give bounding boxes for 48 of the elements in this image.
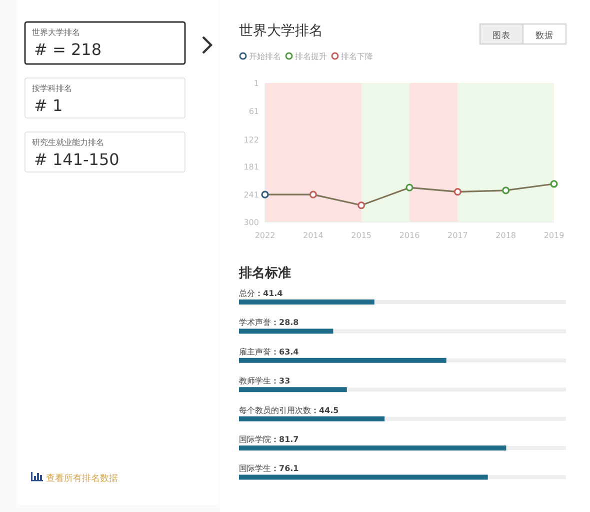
y-tick-label: 1	[254, 79, 259, 88]
legend-label: 开始排名	[249, 52, 281, 61]
text: 研究生就业能力排名	[32, 138, 104, 147]
point	[502, 186, 510, 194]
text: 查看所有排名数据	[46, 473, 118, 484]
chart-title: 世界大学排名	[239, 23, 323, 39]
x-tick-label: 2015	[351, 231, 372, 240]
data-label: ：63.4	[271, 347, 300, 356]
point	[406, 184, 414, 192]
point	[261, 190, 269, 198]
y-tick-label: 181	[244, 162, 259, 172]
category-label: 国际学生	[239, 464, 271, 474]
legend-label: 排名下降	[341, 52, 373, 61]
data-label: ：44.5	[311, 406, 340, 415]
point	[454, 188, 462, 196]
x-tick-label: 2014	[302, 231, 324, 240]
category-label: 每个教员的引用次数	[239, 406, 311, 415]
category-label: 雇主声誉	[239, 347, 271, 356]
x-tick-label: 2016	[399, 231, 420, 240]
data-label: ：76.1	[271, 464, 300, 474]
chart-title: 排名标准	[238, 265, 291, 281]
text: # 141-150	[34, 150, 120, 169]
legend-label: 排名提升	[295, 52, 327, 61]
category-label: 总分	[239, 289, 255, 298]
category-label: 学术声誉	[239, 318, 271, 328]
text: # 1	[34, 96, 63, 115]
data-label: ：33	[271, 376, 290, 386]
text: # = 218	[34, 40, 102, 59]
x-tick-label: 2019	[544, 231, 564, 240]
text: 按学科排名	[32, 84, 72, 93]
point	[309, 190, 317, 198]
x-tick-label: 2018	[496, 231, 516, 240]
point	[358, 201, 366, 210]
data-label: ：41.4	[255, 289, 284, 298]
text: 图表	[492, 30, 510, 41]
point	[550, 180, 558, 188]
x-tick-label: 2017	[447, 231, 468, 240]
y-tick-label: 241	[244, 190, 259, 200]
data-label: ：28.8	[271, 318, 300, 328]
category-label: 国际学院	[239, 435, 271, 444]
text: 世界大学排名	[32, 28, 80, 37]
y-tick-label: 61	[248, 106, 259, 116]
y-tick-label: 122	[244, 135, 259, 144]
text: 数据	[536, 30, 554, 41]
x-tick-label: 2022	[254, 231, 276, 240]
y-tick-label: 300	[244, 218, 259, 227]
category-label: 教师学生	[239, 376, 271, 386]
data-label: ：81.7	[271, 435, 299, 444]
